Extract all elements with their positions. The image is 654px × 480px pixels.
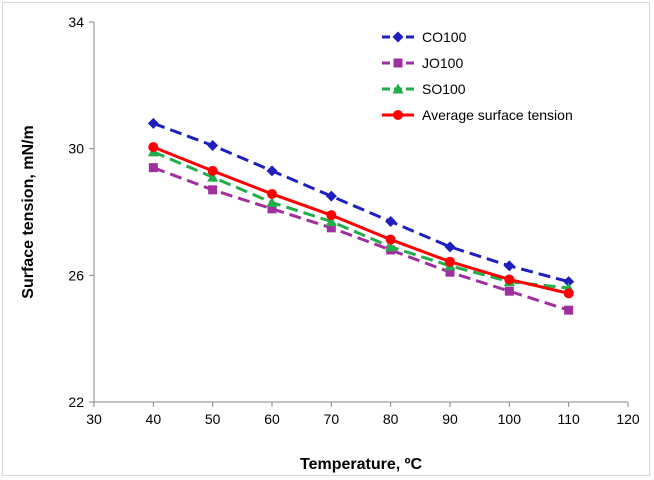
data-point xyxy=(564,305,574,315)
data-point xyxy=(385,241,397,252)
series-1 xyxy=(148,163,574,315)
legend-label: CO100 xyxy=(422,29,467,45)
data-point xyxy=(148,163,158,173)
series-layer xyxy=(147,117,575,315)
y-tick-label: 30 xyxy=(68,141,84,157)
data-point xyxy=(445,267,455,277)
series-line xyxy=(152,121,570,284)
x-tick-label: 90 xyxy=(442,411,458,427)
y-tick-label: 22 xyxy=(68,394,84,410)
y-tick-label: 26 xyxy=(68,267,84,283)
x-tick-label: 110 xyxy=(558,411,581,427)
axes xyxy=(93,22,628,403)
y-axis-ticks: 22 26 30 34 xyxy=(68,14,94,410)
data-point xyxy=(325,216,337,226)
data-point xyxy=(385,234,396,245)
x-axis-title: Temperature, ºC xyxy=(300,456,422,473)
data-point xyxy=(207,165,218,176)
y-axis-title: Surface tension, mN/m xyxy=(20,125,37,298)
data-point xyxy=(385,216,397,227)
data-point xyxy=(266,197,278,207)
data-point xyxy=(266,165,278,177)
data-point xyxy=(148,142,159,153)
data-point xyxy=(208,185,218,195)
data-point xyxy=(444,241,456,253)
data-point xyxy=(267,204,277,214)
legend-marker xyxy=(393,58,403,68)
legend-item: CO100 xyxy=(382,29,467,45)
legend-marker xyxy=(392,31,404,43)
legend-marker xyxy=(392,83,404,94)
legend-marker xyxy=(393,110,403,120)
series-line xyxy=(152,145,570,295)
x-tick-label: 70 xyxy=(324,411,340,427)
legend-item: JO100 xyxy=(382,55,463,71)
y-tick-label: 34 xyxy=(68,14,84,30)
data-point xyxy=(267,188,277,199)
series-line xyxy=(152,166,570,312)
x-tick-label: 60 xyxy=(264,411,280,427)
legend-label: JO100 xyxy=(422,55,463,71)
legend-item: Average surface tension xyxy=(382,107,573,123)
legend: CO100 JO100 SO100 Average surface tension xyxy=(382,29,573,123)
x-tick-label: 30 xyxy=(86,411,102,427)
series-line xyxy=(152,150,569,290)
chart-frame xyxy=(2,2,650,476)
x-tick-label: 120 xyxy=(616,411,640,427)
data-point xyxy=(147,117,159,129)
x-tick-label: 50 xyxy=(205,411,221,427)
legend-label: SO100 xyxy=(422,81,466,97)
data-point xyxy=(563,288,574,299)
x-axis-ticks: 30 40 50 60 70 80 90 100 110 120 xyxy=(86,402,640,427)
legend-item: SO100 xyxy=(382,81,466,97)
data-point xyxy=(207,140,219,151)
data-point xyxy=(503,260,515,272)
series-0 xyxy=(147,117,575,288)
data-point xyxy=(326,210,337,221)
series-3 xyxy=(148,142,574,299)
data-point xyxy=(504,286,514,296)
x-tick-label: 40 xyxy=(146,411,162,427)
data-point xyxy=(445,256,455,267)
data-point xyxy=(563,276,575,288)
data-point xyxy=(326,223,336,233)
data-point xyxy=(207,171,219,182)
x-tick-label: 80 xyxy=(383,411,399,427)
legend-label: Average surface tension xyxy=(422,107,573,123)
data-point xyxy=(325,190,337,202)
data-point xyxy=(504,274,515,285)
x-tick-label: 100 xyxy=(498,411,522,427)
